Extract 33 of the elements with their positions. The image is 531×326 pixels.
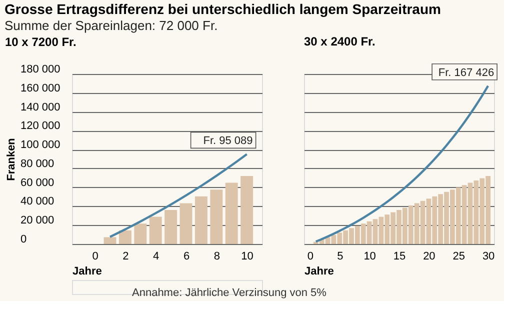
chart-title: 30 x 2400 Fr. (304, 34, 376, 48)
x-tick-label: 4 (153, 250, 160, 262)
annotation: Fr. 167 426 (438, 66, 494, 79)
x-tick-label: 8 (214, 250, 220, 262)
y-tick-label: 160 000 (20, 82, 60, 94)
text: Summe der Spareinlagen: 72 000 Fr. (4, 18, 218, 33)
text: Grosse Ertragsdifferenz bei unterschiedlich langem Sparzeitraum (4, 0, 441, 17)
chart-title: 10 x 7200 Fr. (5, 35, 76, 49)
annotation: Fr. 95 089 (203, 135, 253, 148)
x-axis-title: Jahre (304, 266, 334, 278)
x-tick-label: 10 (364, 250, 376, 262)
y-tick-label: 140 000 (20, 101, 60, 114)
x-tick-label: 0 (307, 250, 314, 262)
y-tick-label: 40 000 (20, 196, 54, 208)
x-tick-label: 30 (482, 250, 495, 262)
y-tick-label: 60 000 (20, 176, 54, 189)
x-tick-label: 10 (241, 250, 254, 262)
x-tick-label: 5 (337, 250, 344, 262)
x-tick-label: 6 (183, 250, 190, 262)
y-tick-label: 20 000 (20, 214, 54, 227)
x-axis-title: Jahre (72, 266, 102, 278)
y-tick-label: 80 000 (20, 158, 54, 170)
x-tick-label: 25 (452, 250, 465, 262)
text: Annahme: Jährliche Verzinsung von 5% (132, 287, 327, 299)
y-tick-label: 120 000 (20, 120, 60, 132)
x-tick-label: 15 (393, 250, 406, 262)
y-tick-label: 100 000 (20, 139, 60, 152)
y-axis-title: Franken (6, 138, 18, 181)
y-tick-label: 180 000 (20, 64, 60, 76)
y-tick-label: 0 (20, 234, 27, 246)
x-tick-label: 2 (122, 250, 129, 262)
x-tick-label: 0 (92, 250, 98, 262)
x-tick-label: 20 (423, 250, 436, 262)
